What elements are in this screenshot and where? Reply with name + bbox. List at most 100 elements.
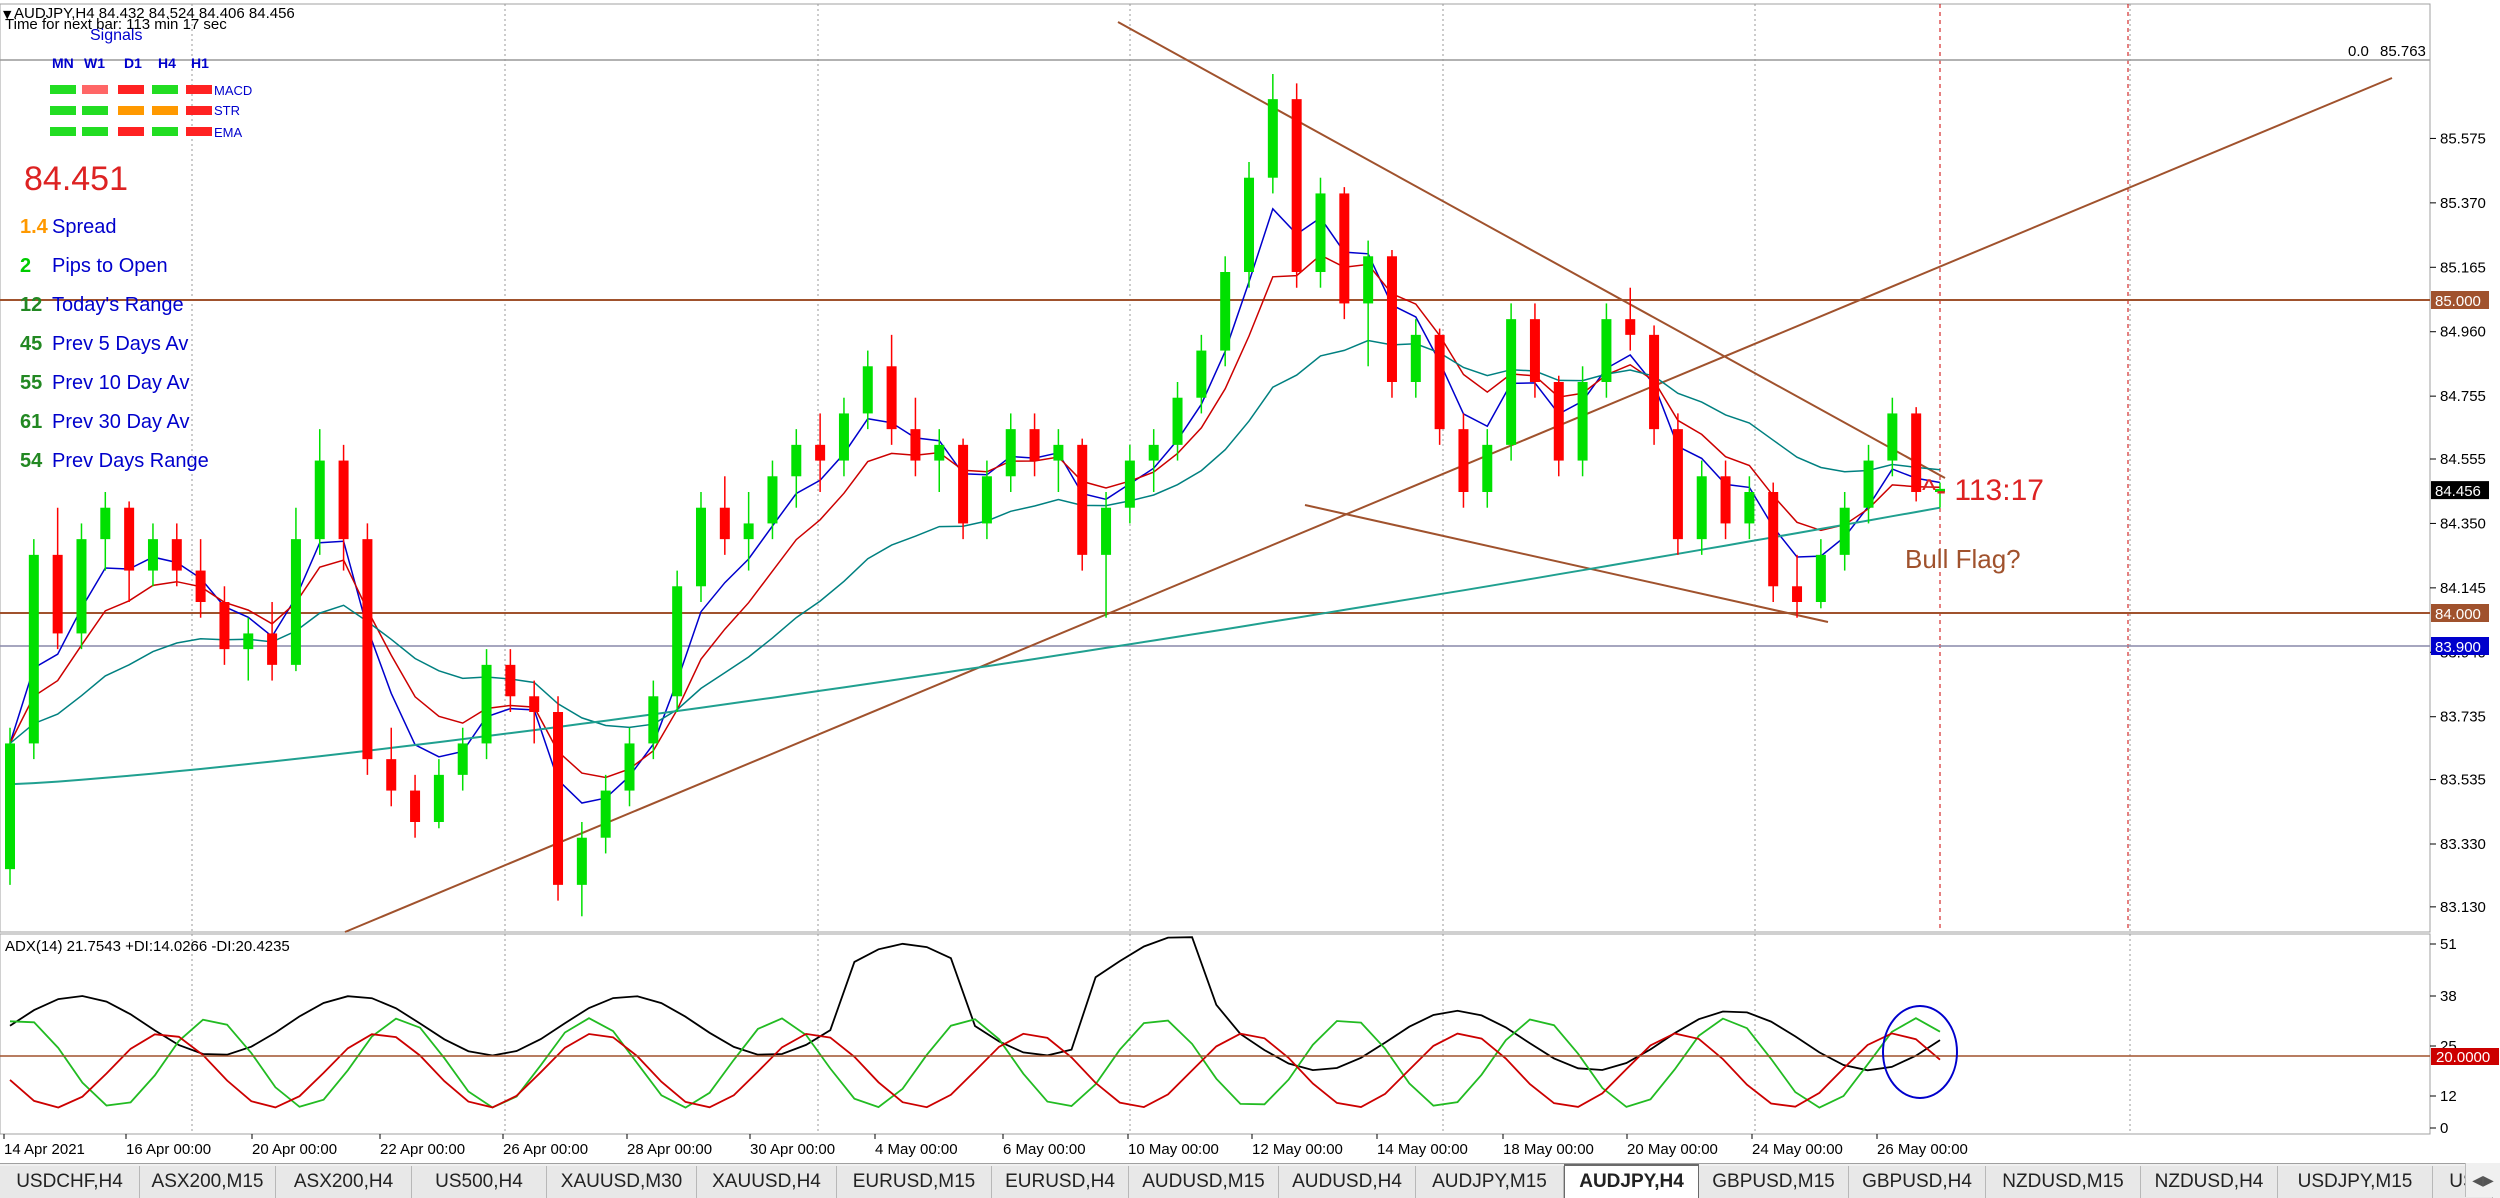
candle[interactable] <box>362 523 373 775</box>
candle[interactable] <box>457 727 468 791</box>
candle[interactable] <box>553 696 564 901</box>
price-pane[interactable] <box>0 3 2431 933</box>
collapse-icon[interactable]: ▼ <box>3 8 12 21</box>
candle[interactable] <box>1482 429 1493 508</box>
candle[interactable] <box>1553 375 1564 477</box>
candle[interactable] <box>1768 482 1779 602</box>
candle[interactable] <box>1506 303 1517 461</box>
candle[interactable] <box>1696 460 1707 555</box>
candle[interactable] <box>838 397 849 477</box>
candle[interactable] <box>1053 429 1064 492</box>
candle[interactable] <box>719 476 730 555</box>
chart-tab-eurusd-m15[interactable]: EURUSD,M15 <box>837 1166 992 1198</box>
candle[interactable] <box>910 397 921 477</box>
candle[interactable] <box>529 680 540 744</box>
chart-tab-audusd-h4[interactable]: AUDUSD,H4 <box>1279 1166 1416 1198</box>
candle[interactable] <box>1863 444 1874 524</box>
candle[interactable] <box>1291 83 1302 288</box>
candle[interactable] <box>1672 413 1683 555</box>
candle[interactable] <box>1577 366 1588 477</box>
candle[interactable] <box>1363 240 1374 367</box>
time-axis[interactable]: 14 Apr 2021 16 Apr 00:00 20 Apr 00:00 22 Ap… <box>3 1134 1968 1158</box>
candle[interactable] <box>1529 303 1540 398</box>
candle[interactable] <box>1887 397 1898 477</box>
candle[interactable] <box>1148 429 1159 492</box>
candle[interactable] <box>195 539 206 618</box>
candle[interactable] <box>624 727 635 807</box>
candle[interactable] <box>76 523 87 650</box>
candle[interactable] <box>648 680 659 760</box>
chart-canvas[interactable]: 0.0 85.763 ADX(14) 21.7543 +DI:14.0266 -… <box>0 0 2500 1163</box>
candle[interactable] <box>1649 325 1660 445</box>
candle[interactable] <box>5 727 15 885</box>
candle[interactable] <box>124 501 135 602</box>
candle[interactable] <box>1267 74 1278 194</box>
candle[interactable] <box>791 429 802 508</box>
candle[interactable] <box>1196 334 1207 414</box>
chart-tab-eurusd-h4[interactable]: EURUSD,H4 <box>992 1166 1129 1198</box>
candle[interactable] <box>958 438 969 540</box>
candle[interactable] <box>695 492 706 602</box>
candle[interactable] <box>267 602 278 681</box>
trendlines[interactable] <box>344 21 2393 933</box>
candle[interactable] <box>433 759 444 829</box>
candle[interactable] <box>672 570 683 712</box>
chart-tab-nzdusd-h4[interactable]: NZDUSD,H4 <box>2141 1166 2278 1198</box>
chart-tab-asx200-m15[interactable]: ASX200,M15 <box>140 1166 276 1198</box>
candle[interactable] <box>1911 407 1922 502</box>
adx-pane[interactable] <box>0 933 2431 1135</box>
chart-tab-xauusd-h4[interactable]: XAUUSD,H4 <box>697 1166 837 1198</box>
candle[interactable] <box>767 460 778 540</box>
candlesticks[interactable] <box>5 74 1945 917</box>
adx-circle-annotation[interactable] <box>1882 1005 1958 1099</box>
candle[interactable] <box>862 350 873 430</box>
candle[interactable] <box>1077 438 1088 571</box>
candle[interactable] <box>28 539 39 760</box>
candle[interactable] <box>1625 287 1636 351</box>
candle[interactable] <box>576 822 587 917</box>
candle[interactable] <box>1720 460 1731 540</box>
candle[interactable] <box>171 523 182 587</box>
candle[interactable] <box>243 617 254 681</box>
chart-tab-gbpusd-h4[interactable]: GBPUSD,H4 <box>1849 1166 1986 1198</box>
candle[interactable] <box>314 429 325 555</box>
candle[interactable] <box>1101 492 1112 618</box>
chart-tab-audusd-m15[interactable]: AUDUSD,M15 <box>1129 1166 1279 1198</box>
candle[interactable] <box>1029 413 1040 477</box>
candle[interactable] <box>1601 303 1612 398</box>
chart-tab-asx200-h4[interactable]: ASX200,H4 <box>276 1166 412 1198</box>
candle[interactable] <box>481 649 492 760</box>
chart-tab-audjpy-h4[interactable]: AUDJPY,H4 <box>1564 1164 1699 1198</box>
candle[interactable] <box>1386 250 1397 398</box>
chart-tab-xauusd-m30[interactable]: XAUUSD,M30 <box>547 1166 697 1198</box>
candle[interactable] <box>1410 319 1421 398</box>
candle[interactable] <box>410 774 421 838</box>
candle[interactable] <box>290 507 301 672</box>
candle[interactable] <box>1339 187 1350 320</box>
candle[interactable] <box>1244 162 1255 288</box>
candle[interactable] <box>338 444 349 571</box>
candle[interactable] <box>743 492 754 571</box>
candle[interactable] <box>147 523 158 587</box>
candle[interactable] <box>815 413 826 492</box>
candle[interactable] <box>1434 328 1445 445</box>
candle[interactable] <box>1935 482 1945 508</box>
candle[interactable] <box>52 507 63 650</box>
candle[interactable] <box>1744 476 1755 540</box>
candle[interactable] <box>1315 177 1326 288</box>
candle[interactable] <box>1124 444 1135 524</box>
chart-tab-audjpy-m15[interactable]: AUDJPY,M15 <box>1416 1166 1564 1198</box>
candle[interactable] <box>1220 256 1231 367</box>
candle[interactable] <box>100 492 111 571</box>
tab-scroll-arrows[interactable]: ◀▶ <box>2465 1163 2500 1197</box>
chart-tab-us500-h4[interactable]: US500,H4 <box>412 1166 547 1198</box>
candle[interactable] <box>981 460 992 540</box>
candle[interactable] <box>600 774 611 854</box>
candle[interactable] <box>1172 382 1183 461</box>
candle[interactable] <box>934 429 945 492</box>
chart-tab-usdchf-h4[interactable]: USDCHF,H4 <box>0 1166 140 1198</box>
candle[interactable] <box>219 586 230 665</box>
candle[interactable] <box>1792 554 1803 618</box>
candle[interactable] <box>1815 539 1826 609</box>
candle[interactable] <box>386 727 397 807</box>
